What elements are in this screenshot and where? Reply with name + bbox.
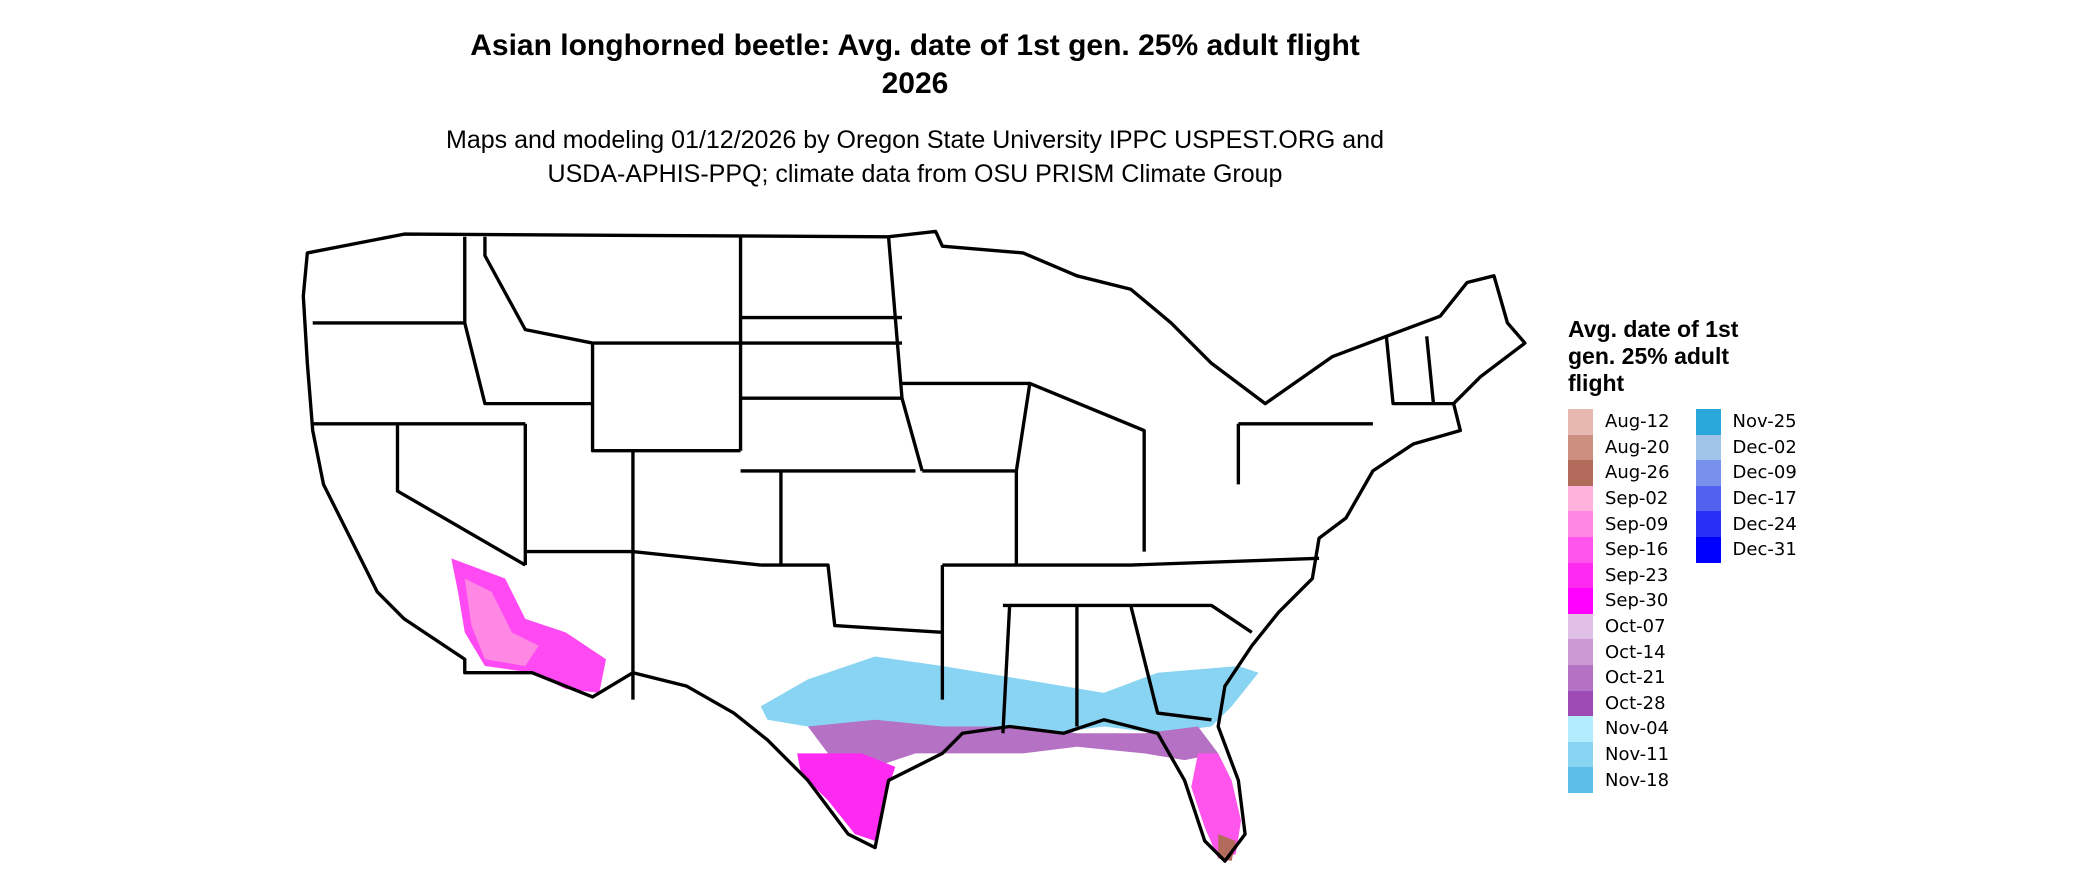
legend-item: Aug-12 xyxy=(1568,409,1670,435)
legend-item: Dec-17 xyxy=(1695,485,1797,512)
legend-item: Dec-02 xyxy=(1695,434,1797,461)
legend-item: Oct-07 xyxy=(1568,613,1670,640)
legend-swatch xyxy=(1568,613,1593,640)
legend-label: Sep-30 xyxy=(1605,590,1669,612)
legend-item: Dec-09 xyxy=(1695,460,1797,486)
legend-item: Dec-24 xyxy=(1695,511,1797,537)
legend-label: Oct-14 xyxy=(1605,641,1666,663)
legend-label: Dec-09 xyxy=(1732,462,1797,484)
legend-label: Sep-23 xyxy=(1605,564,1669,586)
legend-label: Nov-25 xyxy=(1732,411,1797,433)
legend-item: Nov-25 xyxy=(1695,409,1797,435)
legend-swatch xyxy=(1568,588,1593,614)
region-gulf-purple xyxy=(807,719,1219,767)
legend-label: Nov-11 xyxy=(1605,744,1670,766)
legend-swatch xyxy=(1568,434,1593,461)
legend-item: Sep-02 xyxy=(1568,485,1670,512)
legend-label: Oct-07 xyxy=(1605,616,1666,638)
region-gulf-lightblue xyxy=(760,656,1259,738)
legend-label: Dec-17 xyxy=(1732,488,1797,510)
legend-swatch xyxy=(1695,460,1721,486)
region-southwest-pink xyxy=(464,578,539,666)
legend-label: Oct-21 xyxy=(1605,667,1666,689)
legend-item: Nov-04 xyxy=(1568,716,1670,742)
legend-swatch xyxy=(1568,460,1593,486)
legend-label: Dec-24 xyxy=(1732,513,1797,535)
legend-item: Nov-18 xyxy=(1568,767,1670,793)
state-boundaries xyxy=(301,229,1527,863)
legend-swatch xyxy=(1568,741,1593,768)
legend-item: Oct-21 xyxy=(1568,664,1670,691)
flight-date-raster xyxy=(451,558,1259,862)
legend-swatch xyxy=(1568,562,1593,589)
legend-swatch xyxy=(1568,716,1593,742)
legend-item: Nov-11 xyxy=(1568,741,1670,768)
legend-item: Sep-23 xyxy=(1568,562,1670,589)
map-title-year: 2026 xyxy=(881,67,949,100)
legend-item: Sep-30 xyxy=(1568,588,1670,614)
legend-swatch xyxy=(1695,485,1721,512)
legend-swatch xyxy=(1695,511,1721,537)
legend-label: Dec-31 xyxy=(1732,539,1797,561)
legend-item: Dec-31 xyxy=(1695,536,1797,563)
legend: Avg. date of 1st gen. 25% adult flight A… xyxy=(1568,316,1797,793)
legend-label: Nov-18 xyxy=(1605,769,1670,791)
legend-swatch xyxy=(1568,409,1593,435)
legend-item: Oct-28 xyxy=(1568,690,1670,717)
legend-title: Avg. date of 1st gen. 25% adult flight xyxy=(1568,316,1739,396)
legend-swatch xyxy=(1568,485,1593,512)
legend-swatch xyxy=(1568,690,1593,717)
legend-swatch xyxy=(1568,511,1593,537)
legend-label: Sep-16 xyxy=(1605,539,1669,561)
legend-item: Oct-14 xyxy=(1568,639,1670,665)
legend-label: Sep-02 xyxy=(1605,488,1669,510)
legend-item: Aug-26 xyxy=(1568,460,1670,486)
region-south-texas-magenta xyxy=(797,753,896,841)
legend-item: Sep-09 xyxy=(1568,511,1670,537)
legend-swatch xyxy=(1695,434,1721,461)
region-florida-magenta xyxy=(1191,753,1242,859)
legend-swatch xyxy=(1568,536,1593,563)
legend-swatch xyxy=(1568,664,1593,691)
legend-swatch xyxy=(1695,536,1721,563)
legend-column: Nov-25 Dec-02 Dec-09 Dec-17 Dec-24 Dec-31 xyxy=(1695,409,1797,793)
map-subtitle-line2: USDA-APHIS-PPQ; climate data from OSU PR… xyxy=(547,160,1283,188)
legend-swatch xyxy=(1695,409,1721,435)
legend-swatch xyxy=(1568,639,1593,665)
legend-item: Aug-20 xyxy=(1568,434,1670,461)
legend-column: Aug-12 Aug-20 Aug-26 Sep-02 Sep-09 Sep-16 Sep-… xyxy=(1568,409,1670,793)
map-subtitle-line1: Maps and modeling 01/12/2026 by Oregon S… xyxy=(446,126,1384,154)
legend-label: Aug-12 xyxy=(1605,411,1670,433)
legend-label: Sep-09 xyxy=(1605,513,1669,535)
legend-swatch xyxy=(1568,767,1593,793)
legend-label: Aug-26 xyxy=(1605,462,1670,484)
legend-item: Sep-16 xyxy=(1568,536,1670,563)
legend-label: Nov-04 xyxy=(1605,718,1670,740)
legend-label: Oct-28 xyxy=(1605,692,1666,714)
map-title: Asian longhorned beetle: Avg. date of 1s… xyxy=(470,29,1360,62)
us-outline xyxy=(301,229,1527,863)
legend-label: Dec-02 xyxy=(1732,436,1797,458)
legend-label: Aug-20 xyxy=(1605,436,1670,458)
